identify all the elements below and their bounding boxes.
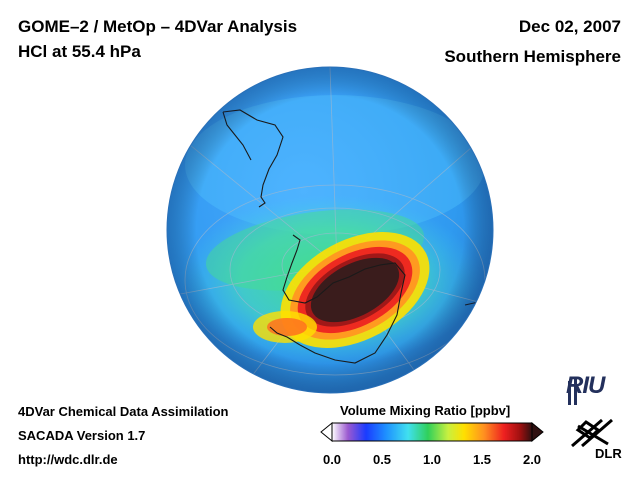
colorbar bbox=[320, 421, 544, 443]
date-label: Dec 02, 2007 bbox=[518, 17, 621, 36]
colorbar-low-arrow bbox=[320, 421, 333, 443]
colorbar-tick-1: 0.5 bbox=[372, 452, 392, 467]
colorbar-high-arrow bbox=[531, 421, 544, 443]
footer-line-1: 4DVar Chemical Data Assimilation bbox=[18, 404, 229, 419]
dlr-logo: DLR bbox=[595, 446, 622, 461]
colorbar-tick-0: 0.0 bbox=[322, 452, 342, 467]
footer-url: http://wdc.dlr.de bbox=[18, 452, 118, 467]
colorbar-tick-2: 1.0 bbox=[422, 452, 442, 467]
colorbar-tick-3: 1.5 bbox=[472, 452, 492, 467]
riu-logo-icon bbox=[568, 377, 577, 405]
footer-line-2: SACADA Version 1.7 bbox=[18, 428, 146, 443]
sphere-shading bbox=[167, 67, 493, 393]
title-line-2: HCl at 55.4 hPa bbox=[18, 42, 141, 61]
colorbar-title: Volume Mixing Ratio [ppbv] bbox=[340, 403, 511, 418]
riu-logo: RIU bbox=[566, 372, 605, 399]
dlr-logo-icon bbox=[571, 418, 613, 448]
globe-map bbox=[166, 66, 494, 394]
sphere-outline bbox=[166, 66, 494, 394]
colorbar-gradient bbox=[331, 422, 533, 442]
title-line-1: GOME–2 / MetOp – 4DVar Analysis bbox=[18, 17, 298, 36]
region-label: Southern Hemisphere bbox=[444, 47, 621, 66]
colorbar-tick-4: 2.0 bbox=[522, 452, 542, 467]
